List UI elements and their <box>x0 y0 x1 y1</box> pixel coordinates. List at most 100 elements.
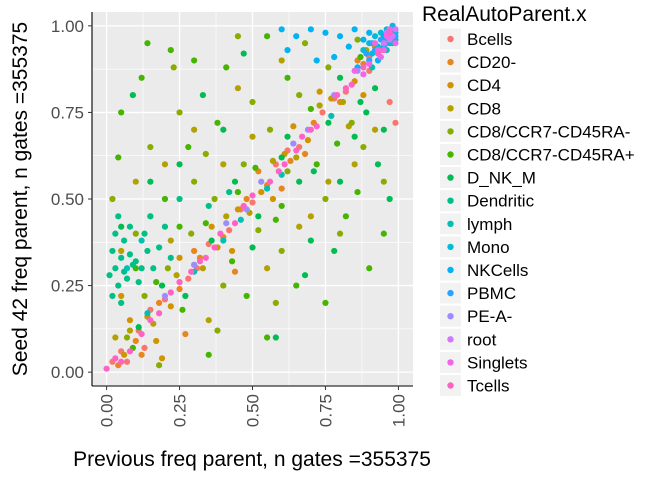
data-point <box>135 324 142 331</box>
data-point <box>185 275 192 282</box>
data-point <box>336 74 344 81</box>
data-point <box>208 237 215 244</box>
data-point <box>156 310 163 317</box>
legend-swatch <box>447 359 454 366</box>
data-point <box>334 92 341 99</box>
data-point <box>380 40 387 47</box>
data-point <box>118 292 125 300</box>
data-point <box>371 33 379 40</box>
data-point <box>249 244 256 251</box>
data-point <box>351 133 358 140</box>
legend-swatch <box>447 382 454 389</box>
data-point <box>226 227 233 234</box>
legend-title: RealAutoParent.x <box>422 3 587 26</box>
data-point <box>354 188 361 196</box>
data-point <box>214 119 221 126</box>
data-point <box>176 195 183 203</box>
data-point <box>249 199 256 206</box>
data-point <box>336 178 344 185</box>
data-point <box>220 126 227 133</box>
data-point <box>278 26 285 33</box>
data-point <box>188 268 195 275</box>
data-point <box>228 247 236 255</box>
data-point <box>211 244 218 251</box>
data-point <box>243 195 250 203</box>
data-point <box>272 334 279 341</box>
data-point <box>363 109 370 116</box>
data-point <box>313 123 320 130</box>
legend-label: lymph <box>467 215 512 234</box>
data-point <box>374 50 382 57</box>
legend-swatch <box>447 174 454 181</box>
legend-swatch <box>447 243 454 251</box>
data-point <box>339 98 347 106</box>
series-cd8-ccr7-cd45ra- <box>115 33 387 358</box>
data-point <box>366 265 373 272</box>
data-point <box>147 213 154 220</box>
data-point <box>284 168 291 175</box>
data-point <box>185 143 192 151</box>
data-point <box>144 310 151 317</box>
data-point <box>293 147 300 154</box>
data-point <box>278 57 285 64</box>
data-point <box>176 109 183 116</box>
data-point <box>211 195 218 203</box>
legend: RealAutoParent.x Bcells CD20- CD4 CD8 CD8/CC… <box>422 3 635 396</box>
legend-swatch <box>447 266 454 274</box>
data-point <box>269 195 277 203</box>
legend-label: root <box>467 330 497 349</box>
data-point <box>223 64 230 71</box>
data-point <box>132 258 139 265</box>
data-point <box>234 188 242 196</box>
data-point <box>272 216 279 223</box>
data-point <box>354 36 361 43</box>
legend-item: NKCells <box>440 259 528 281</box>
data-point <box>237 216 244 223</box>
data-point <box>153 337 160 345</box>
data-point <box>126 327 134 334</box>
data-point <box>313 57 320 64</box>
axes: 0.00 0.25 0.50 0.75 1.00 0.00 0.25 0.50 0.75 1.00 <box>51 12 413 427</box>
data-point <box>121 351 128 358</box>
data-point <box>284 74 291 81</box>
legend-label: Tcells <box>467 377 510 396</box>
data-point <box>176 161 183 168</box>
data-point <box>278 185 285 192</box>
data-point <box>220 282 227 289</box>
data-point <box>132 230 139 237</box>
data-point <box>258 188 265 196</box>
legend-swatch <box>447 58 454 66</box>
data-point <box>150 265 157 272</box>
series-tcells <box>103 29 393 372</box>
legend-label: Mono <box>467 238 510 257</box>
data-point <box>109 195 116 203</box>
legend-item: CD8 <box>440 97 501 119</box>
data-point <box>336 33 344 40</box>
data-point <box>278 154 285 161</box>
data-point <box>299 133 306 140</box>
data-point <box>220 161 227 168</box>
data-point <box>153 279 160 286</box>
data-point <box>331 53 338 61</box>
data-point <box>301 40 309 47</box>
data-point <box>290 123 297 130</box>
data-point <box>360 36 367 43</box>
data-point <box>115 213 122 220</box>
data-point <box>123 275 131 282</box>
data-point <box>263 334 271 341</box>
data-point <box>112 265 119 272</box>
data-point <box>371 85 379 92</box>
data-point <box>112 334 119 341</box>
data-point <box>121 237 128 244</box>
data-point <box>135 279 142 286</box>
data-point <box>132 337 139 345</box>
legend-label: CD8 <box>467 99 501 118</box>
data-point <box>380 230 387 237</box>
data-point <box>360 143 367 151</box>
data-point <box>126 317 134 324</box>
data-point <box>307 237 314 244</box>
data-point <box>357 53 364 61</box>
legend-label: PBMC <box>467 284 516 303</box>
data-point <box>366 29 373 36</box>
legend-item: root <box>440 328 497 350</box>
